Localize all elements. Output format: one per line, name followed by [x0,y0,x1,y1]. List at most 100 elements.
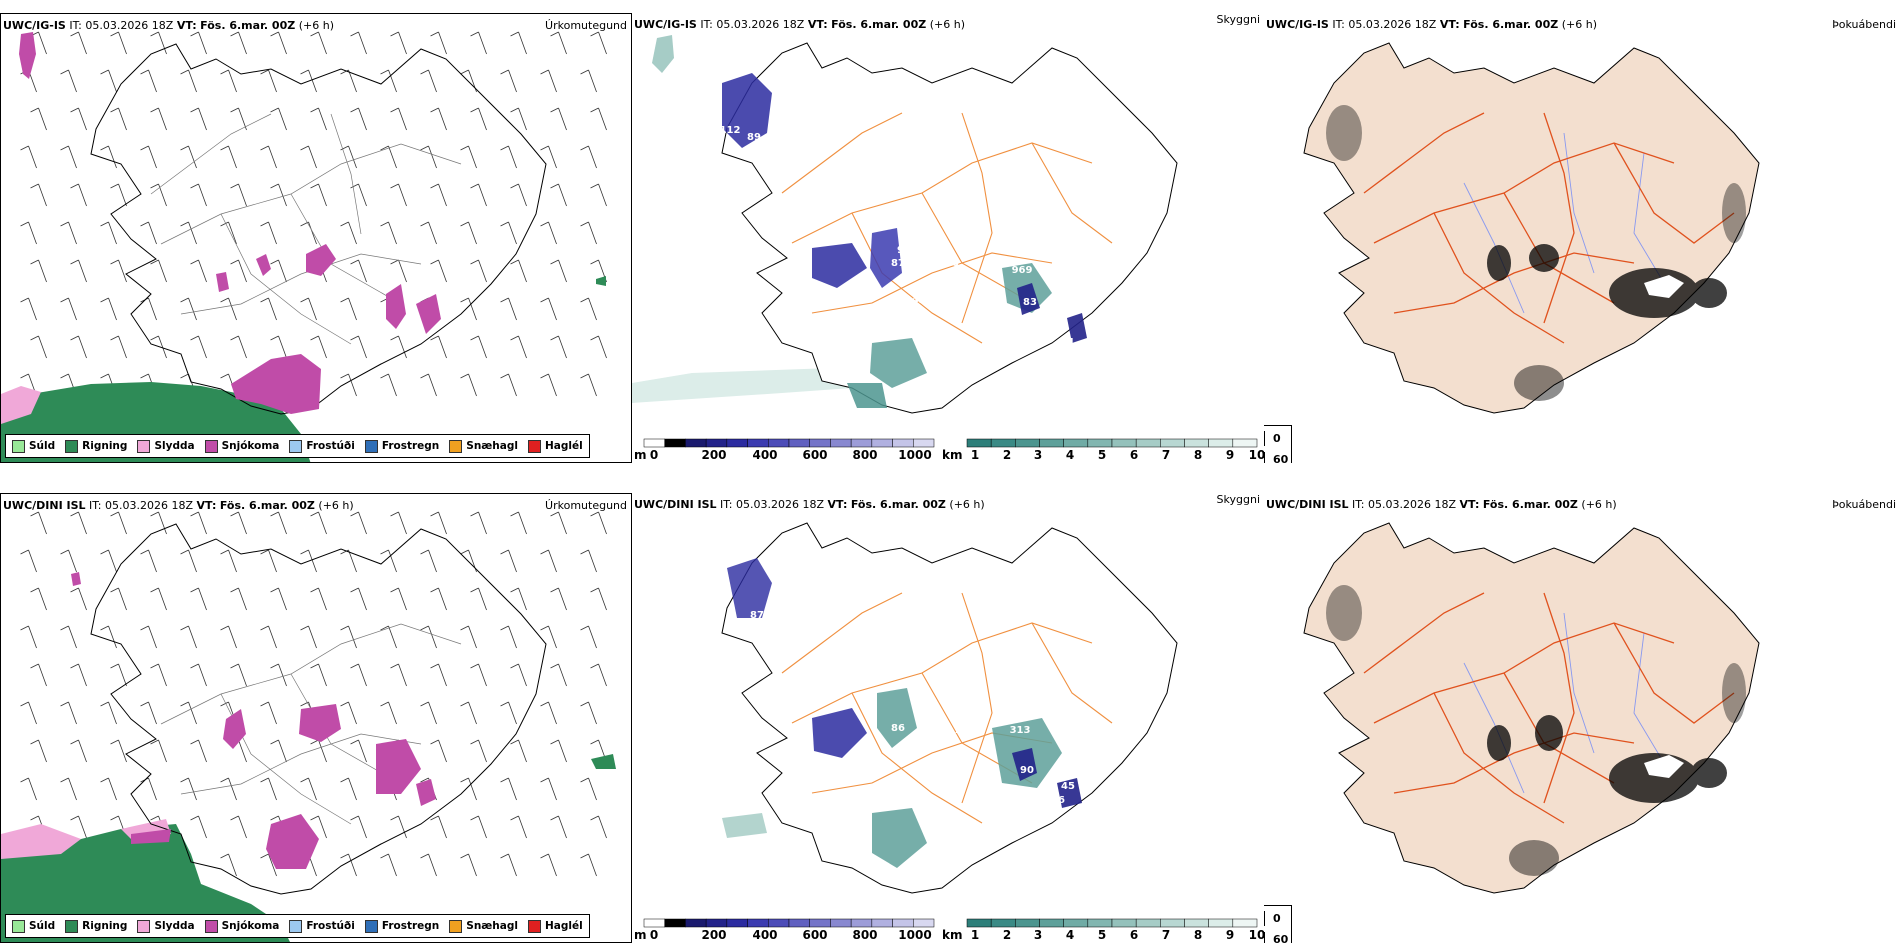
wind-barb [20,297,37,321]
wind-barb [230,511,247,535]
wind-barb [60,221,77,245]
fog-legend-row: 0 [1264,911,1281,926]
wind-barb [350,739,367,763]
ceiling-tick: 800 [852,448,877,462]
visibility-bar-cell [990,918,1016,928]
wind-barb [340,777,357,801]
ceiling-label: 86 [891,723,905,734]
visibility-tick: 6 [1130,448,1138,462]
ceiling-tick: 200 [701,928,726,942]
wind-barb [310,107,327,131]
wind-barb [270,739,287,763]
wind-barb [550,31,567,55]
wind-barb [310,335,327,359]
visibility-bar-cell [1208,438,1234,448]
wind-barb [180,549,197,573]
wind-barb [150,183,167,207]
wind-barb [470,587,487,611]
visibility-bar-cell [1087,918,1113,928]
wind-barb [270,663,287,687]
visibility-tick: 5 [1098,448,1106,462]
legend-swatch [65,919,79,933]
fog-legend-row: 60 [1264,452,1288,463]
visibility-bar-cell [1208,918,1234,928]
ceiling-label: 313 [1010,725,1031,736]
wind-barb [190,663,207,687]
legend-swatch [364,439,378,453]
wind-barb [190,587,207,611]
ceiling-bar-cell [871,438,893,448]
wind-barb [100,69,117,93]
wind-barb [310,815,327,839]
wind-barb [340,297,357,321]
wind-barb [300,69,317,93]
wind-barb [230,31,247,55]
visibility-tick: 1 [971,928,979,942]
ceiling-bar-cell [892,438,914,448]
wind-barb [260,701,277,725]
wind-barb [460,297,477,321]
ceiling-tick: 200 [701,448,726,462]
ceiling-bar-cell [871,918,893,928]
ceiling-label: 09 [855,282,869,293]
visibility-bar-cell [990,438,1016,448]
wind-barb [550,335,567,359]
wind-barb [180,777,197,801]
wind-barb [590,335,607,359]
wind-barb [540,853,557,877]
legend-item: Súld [12,919,55,933]
legend-item: Rigning [65,919,127,933]
wind-barb [60,625,77,649]
visibility-bar-cell [966,918,992,928]
wind-barb [30,511,47,535]
wind-barb [190,107,207,131]
ceiling-bar-cell [768,918,790,928]
visibility-tick: 8 [1194,448,1202,462]
legend-item: Slydda [137,919,195,933]
ceiling-label: 87 [891,258,905,269]
legend-item: Snæhagl [449,919,518,933]
visibility-tick: 6 [1130,928,1138,942]
wind-barb [260,145,277,169]
ceiling-bar-cell [747,918,769,928]
wind-barb [20,625,37,649]
wind-barb [510,815,527,839]
wind-barb [340,853,357,877]
wind-barb [510,587,527,611]
legend-item: Snjókoma [204,439,279,453]
wind-barb [430,31,447,55]
wind-barb [190,183,207,207]
wind-barb [300,625,317,649]
ceiling-label: 83 [1023,297,1037,308]
wind-barb [300,777,317,801]
legend-swatch [137,919,151,933]
visibility-unit: km [942,448,962,462]
wind-barb [70,511,87,535]
wind-barb [260,853,277,877]
wind-barb [70,587,87,611]
wind-barb [270,587,287,611]
visibility-bar-cell [1232,438,1258,448]
ceiling-bar-cell [726,918,748,928]
visibility-bar-cell [1232,918,1258,928]
wind-barb [140,777,157,801]
wind-barb [150,663,167,687]
wind-barb [350,511,367,535]
wind-barb [190,259,207,283]
fog-map [1303,522,1760,894]
wind-barb [460,221,477,245]
wind-barb [60,701,77,725]
wind-barb [30,739,47,763]
visibility-tick: 4 [1066,448,1074,462]
wind-barb [60,297,77,321]
ceiling-label: 153 [906,867,927,878]
wind-barb [190,511,207,535]
panel-title: Þokuábendi [1832,498,1896,511]
ceiling-bar-cell [788,438,810,448]
wind-barb [190,31,207,55]
ceiling-visibility-panel-dini: UWC/DINI ISL IT: 05.03.2026 18Z VT: Fös.… [632,493,1264,943]
wind-barb [430,107,447,131]
wind-barb [510,107,527,131]
wind-barb [230,587,247,611]
wind-barb [540,701,557,725]
